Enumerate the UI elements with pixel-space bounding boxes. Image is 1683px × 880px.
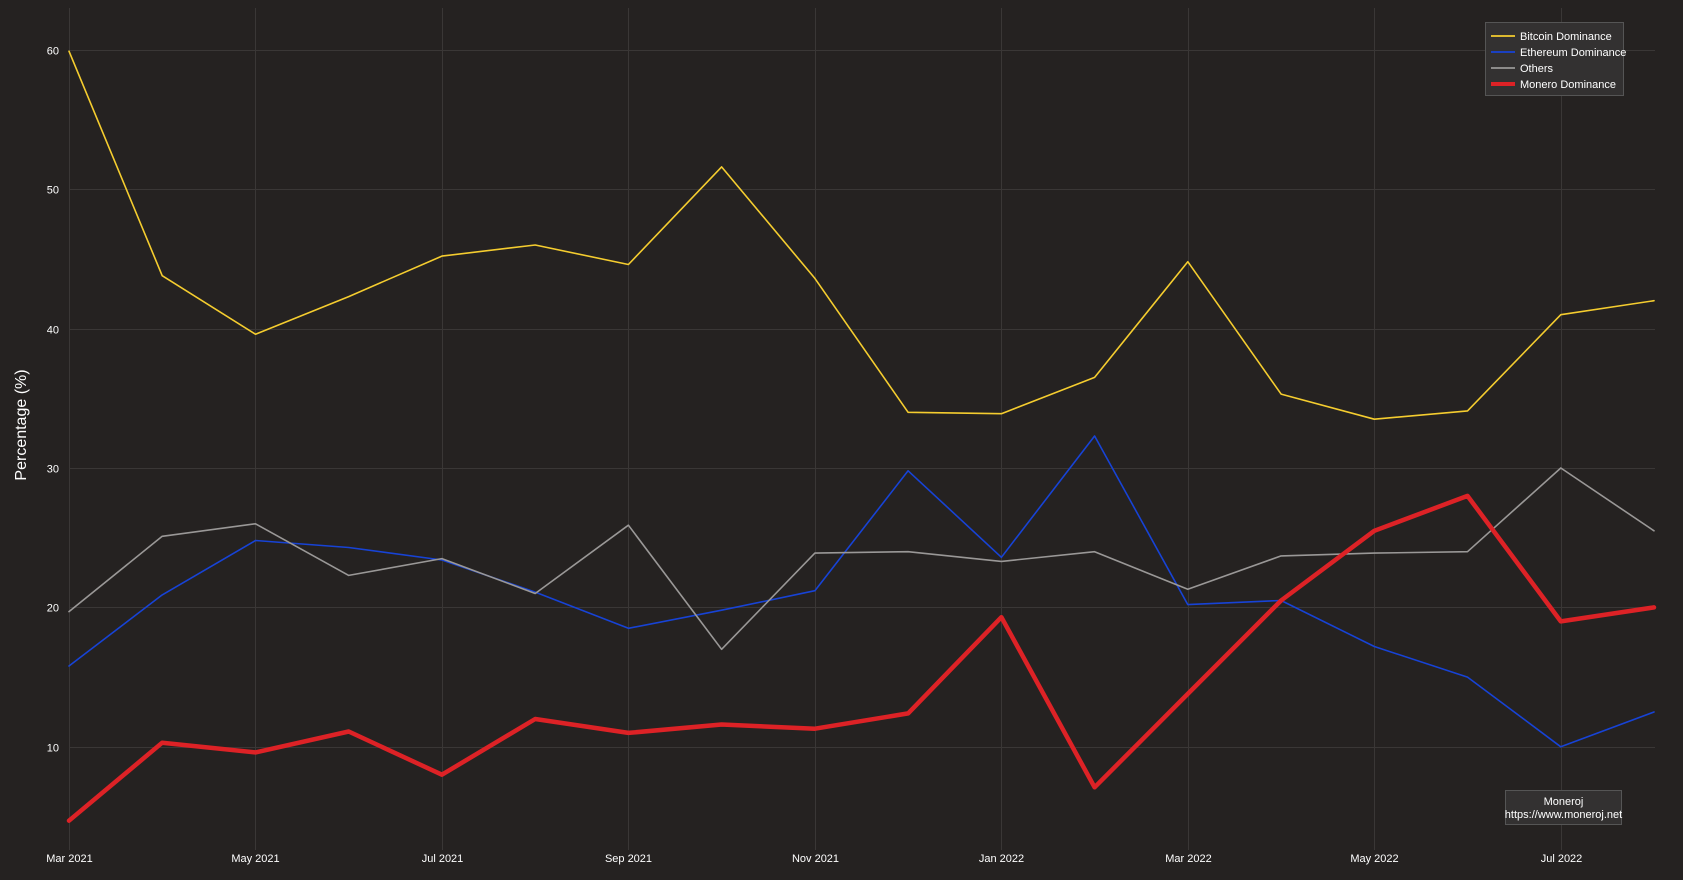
- x-tick-label: Jul 2021: [422, 853, 464, 865]
- y-tick-label: 60: [47, 46, 59, 58]
- y-tick-label: 30: [47, 464, 59, 476]
- credit-name: Moneroj: [1544, 796, 1584, 808]
- legend: Bitcoin Dominance Ethereum Dominance Other…: [1485, 22, 1626, 96]
- x-tick-label: Mar 2021: [46, 853, 92, 865]
- x-tick-label: Jul 2022: [1541, 853, 1583, 865]
- y-tick-label: 20: [47, 603, 59, 615]
- y-tick-label: 50: [47, 185, 59, 197]
- legend-label: Monero Dominance: [1520, 79, 1616, 91]
- credit-url: https://www.moneroj.net: [1505, 809, 1622, 821]
- credit-box-bg: [1505, 790, 1622, 825]
- legend-label: Bitcoin Dominance: [1520, 31, 1612, 43]
- series-lines: [66, 50, 1657, 823]
- y-tick-label: 10: [47, 743, 59, 755]
- x-tick-label: Nov 2021: [792, 853, 839, 865]
- x-tick-label: Mar 2022: [1165, 853, 1211, 865]
- legend-label: Ethereum Dominance: [1520, 47, 1626, 59]
- series-line-others: [68, 467, 1655, 651]
- credit-box: Moneroj https://www.moneroj.net: [1505, 790, 1622, 825]
- x-tick-label: Jan 2022: [979, 853, 1024, 865]
- series-line-ethereum-dominance: [68, 435, 1655, 748]
- x-tick-label: May 2022: [1350, 853, 1398, 865]
- series-line-monero-dominance: [66, 493, 1657, 823]
- x-tick-label: Sep 2021: [605, 853, 652, 865]
- x-axis-ticks: Mar 2021 May 2021 Jul 2021 Sep 2021 Nov 2021…: [46, 853, 1582, 865]
- series-line-bitcoin-dominance: [68, 50, 1655, 421]
- x-tick-label: May 2021: [231, 853, 279, 865]
- y-axis-ticks: 10 20 30 40 50 60: [47, 46, 59, 755]
- y-tick-label: 40: [47, 325, 59, 337]
- grid: [69, 8, 1655, 850]
- legend-label: Others: [1520, 63, 1554, 75]
- y-axis-label: Percentage (%): [13, 369, 30, 480]
